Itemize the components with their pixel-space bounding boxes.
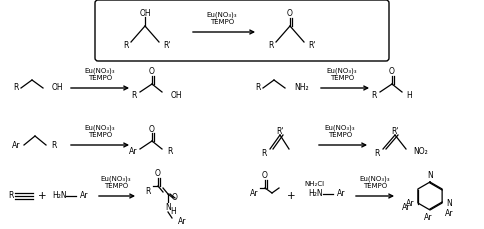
Text: R: R bbox=[374, 148, 379, 158]
Text: R: R bbox=[261, 148, 267, 158]
Text: R: R bbox=[131, 90, 136, 99]
Text: Ar: Ar bbox=[424, 213, 432, 223]
Text: Eu(NO₃)₃: Eu(NO₃)₃ bbox=[85, 125, 115, 131]
Text: TEMPO: TEMPO bbox=[363, 183, 387, 189]
Text: TEMPO: TEMPO bbox=[330, 75, 354, 81]
Text: Eu(NO₃)₃: Eu(NO₃)₃ bbox=[85, 68, 115, 74]
Text: R': R' bbox=[276, 126, 284, 136]
Text: OH: OH bbox=[139, 8, 151, 17]
Text: O: O bbox=[287, 9, 293, 19]
Text: Eu(NO₃)₃: Eu(NO₃)₃ bbox=[207, 12, 237, 18]
Text: O: O bbox=[155, 169, 161, 178]
Text: TEMPO: TEMPO bbox=[88, 75, 112, 81]
Text: Ar: Ar bbox=[178, 216, 186, 226]
Text: R: R bbox=[167, 147, 172, 156]
Text: R': R' bbox=[391, 126, 399, 136]
Text: TEMPO: TEMPO bbox=[104, 183, 128, 189]
Text: Ar: Ar bbox=[250, 188, 258, 197]
Text: R: R bbox=[51, 141, 56, 150]
Text: Ar: Ar bbox=[406, 199, 414, 207]
Text: O: O bbox=[149, 125, 155, 134]
Text: H₂N: H₂N bbox=[308, 190, 323, 199]
Text: Ar: Ar bbox=[80, 191, 89, 201]
Text: R: R bbox=[371, 90, 377, 99]
Text: N: N bbox=[165, 204, 171, 213]
Text: NO₂: NO₂ bbox=[413, 147, 428, 156]
Text: R: R bbox=[268, 41, 273, 49]
Text: H₂N: H₂N bbox=[52, 191, 67, 201]
Text: Ar: Ar bbox=[12, 141, 20, 150]
Text: R: R bbox=[145, 186, 151, 196]
Text: +: + bbox=[38, 191, 46, 201]
Text: Eu(NO₃)₃: Eu(NO₃)₃ bbox=[327, 68, 357, 74]
FancyBboxPatch shape bbox=[95, 0, 389, 61]
Text: OH: OH bbox=[52, 84, 63, 93]
Text: Ar: Ar bbox=[337, 190, 346, 199]
Text: R': R' bbox=[308, 41, 316, 49]
Text: R': R' bbox=[163, 41, 170, 49]
Text: +: + bbox=[287, 191, 295, 201]
Text: H: H bbox=[170, 207, 176, 215]
Text: O: O bbox=[172, 194, 178, 202]
Text: R: R bbox=[256, 84, 261, 93]
Text: Ar: Ar bbox=[402, 202, 410, 212]
Text: Ar: Ar bbox=[445, 208, 454, 218]
Text: TEMPO: TEMPO bbox=[88, 132, 112, 138]
Text: R: R bbox=[123, 41, 129, 49]
Text: O: O bbox=[389, 68, 395, 76]
Text: R: R bbox=[8, 191, 14, 201]
Text: NH₂: NH₂ bbox=[294, 84, 309, 93]
Text: TEMPO: TEMPO bbox=[210, 19, 234, 25]
Text: Eu(NO₃)₃: Eu(NO₃)₃ bbox=[101, 176, 131, 182]
Text: Ar: Ar bbox=[129, 147, 137, 156]
Text: N: N bbox=[427, 172, 433, 180]
Text: N: N bbox=[446, 199, 452, 207]
Text: Eu(NO₃)₃: Eu(NO₃)₃ bbox=[325, 125, 355, 131]
Text: O: O bbox=[149, 68, 155, 76]
Text: O: O bbox=[262, 172, 268, 180]
Text: NH₂Cl: NH₂Cl bbox=[304, 181, 324, 187]
Text: Eu(NO₃)₃: Eu(NO₃)₃ bbox=[360, 176, 390, 182]
Text: R: R bbox=[14, 84, 19, 93]
Text: OH: OH bbox=[171, 90, 182, 99]
Text: H: H bbox=[406, 90, 412, 99]
Text: TEMPO: TEMPO bbox=[328, 132, 352, 138]
